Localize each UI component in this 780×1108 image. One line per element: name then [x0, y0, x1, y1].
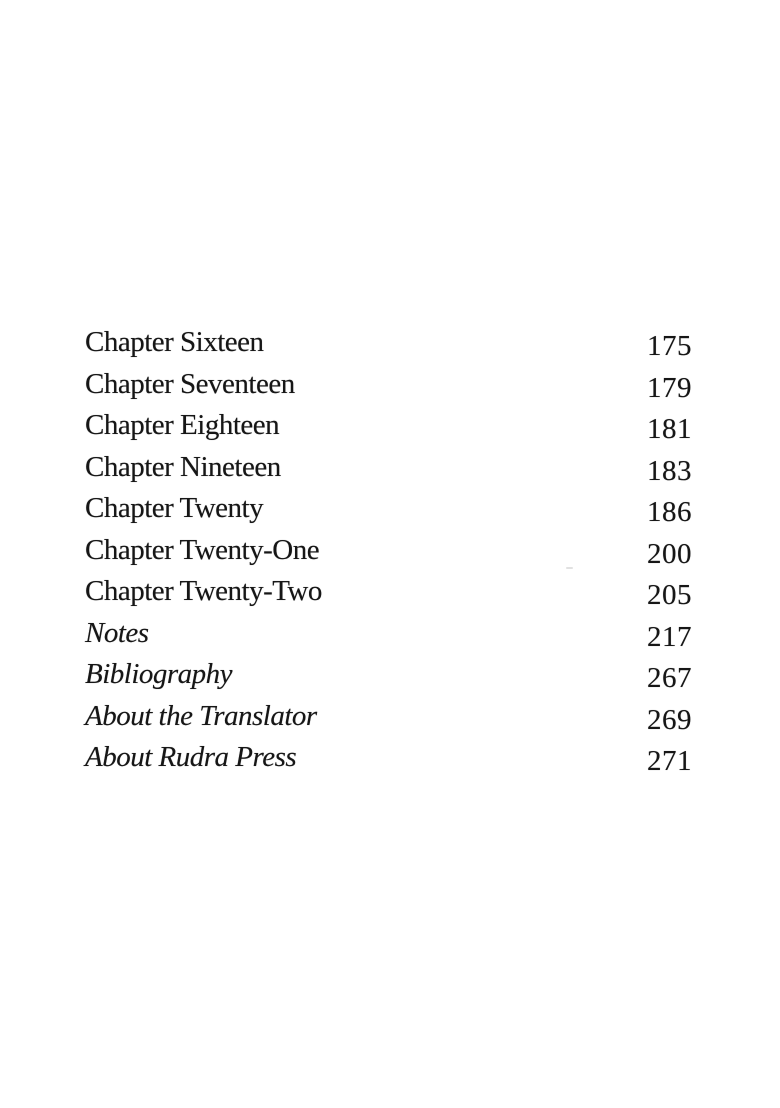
toc-entry-label: Chapter Seventeen [85, 367, 295, 400]
toc-entry-label: About Rudra Press [85, 741, 297, 774]
toc-entry-page: 269 [647, 703, 692, 736]
toc-entry-page: 205 [647, 579, 692, 612]
toc-entry-label: Chapter Sixteen [85, 326, 264, 359]
toc-entry-page: 181 [647, 413, 692, 446]
toc-entry-label: Chapter Eighteen [85, 409, 280, 442]
toc-entry-page: 175 [647, 330, 692, 363]
table-of-contents: Chapter Sixteen 175 Chapter Seventeen 179 Ch… [85, 322, 692, 779]
toc-entry-label: Chapter Nineteen [85, 450, 281, 483]
toc-row: Chapter Twenty-Two 205 [85, 571, 692, 613]
toc-entry-page: 179 [647, 371, 692, 404]
toc-entry-label: Bibliography [85, 658, 233, 691]
toc-row: About Rudra Press 271 [85, 737, 692, 779]
toc-row: Chapter Eighteen 181 [85, 405, 692, 447]
toc-entry-label: Chapter Twenty-One [85, 533, 320, 566]
toc-row: Chapter Twenty 186 [85, 488, 692, 530]
toc-entry-page: 267 [647, 662, 692, 695]
toc-entry-page: 186 [647, 496, 692, 529]
toc-row: Chapter Seventeen 179 [85, 364, 692, 406]
toc-row: About the Translator 269 [85, 696, 692, 738]
toc-row: Chapter Nineteen 183 [85, 447, 692, 489]
toc-entry-label: Notes [85, 616, 149, 649]
toc-entry-label: About the Translator [85, 699, 317, 732]
toc-row: Notes 217 [85, 613, 692, 655]
scan-artifact [566, 567, 573, 569]
toc-entry-page: 271 [647, 745, 692, 778]
toc-entry-page: 200 [647, 537, 692, 570]
toc-row: Bibliography 267 [85, 654, 692, 696]
toc-entry-label: Chapter Twenty-Two [85, 575, 322, 608]
toc-entry-label: Chapter Twenty [85, 492, 264, 525]
toc-entry-page: 183 [647, 454, 692, 487]
toc-row: Chapter Sixteen 175 [85, 322, 692, 364]
toc-entry-page: 217 [647, 620, 692, 653]
toc-row: Chapter Twenty-One 200 [85, 530, 692, 572]
